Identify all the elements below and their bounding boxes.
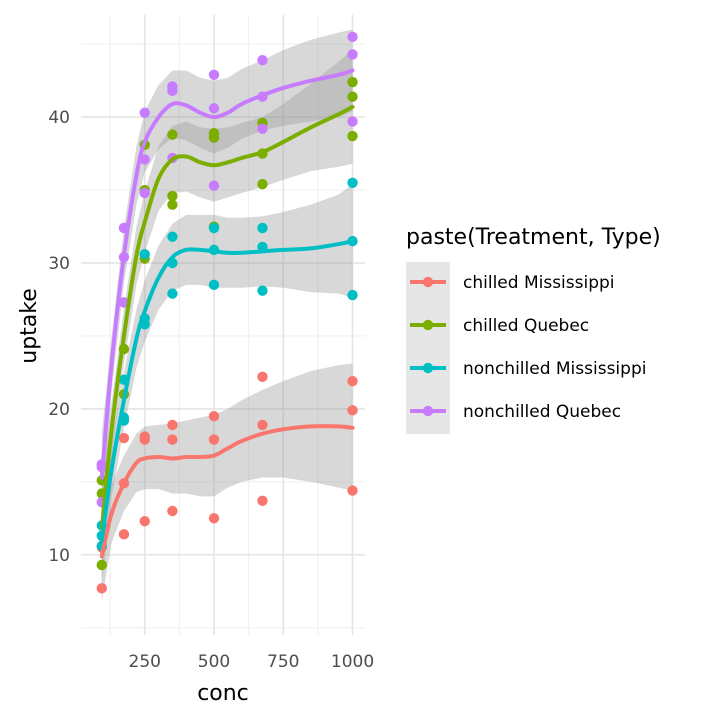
legend-key-point xyxy=(422,362,434,374)
point-nonchilled-mississippi xyxy=(167,231,178,242)
point-chilled-mississippi xyxy=(167,434,178,445)
x-axis-title: conc xyxy=(197,681,249,706)
point-nonchilled-mississippi xyxy=(347,177,358,188)
point-nonchilled-quebec xyxy=(167,81,178,92)
legend-key-background xyxy=(406,262,450,434)
y-tick-label: 10 xyxy=(48,546,70,566)
smooth-lines xyxy=(99,68,355,559)
point-chilled-quebec xyxy=(208,127,220,139)
line-chilled-quebec xyxy=(99,104,355,531)
confidence-bands xyxy=(101,29,353,602)
point-nonchilled-quebec xyxy=(347,31,358,43)
point-chilled-quebec xyxy=(347,130,358,142)
band-nonchilled-mississippi xyxy=(101,184,353,584)
x-tick-labels: 250 500 750 1000 xyxy=(129,652,375,672)
legend-label: nonchilled Mississippi xyxy=(463,359,646,379)
point-chilled-mississippi xyxy=(257,419,268,431)
point-chilled-mississippi xyxy=(208,513,220,524)
y-tick-label: 20 xyxy=(48,400,70,420)
point-nonchilled-quebec xyxy=(139,107,150,118)
point-nonchilled-mississippi xyxy=(139,249,150,260)
legend: paste(Treatment, Type) chilled Mississip… xyxy=(406,225,661,434)
x-tick-label: 750 xyxy=(267,652,299,672)
legend-label: chilled Quebec xyxy=(463,316,589,336)
point-chilled-mississippi xyxy=(96,583,107,594)
x-tick-label: 1000 xyxy=(331,652,374,672)
point-nonchilled-quebec xyxy=(208,180,220,191)
point-nonchilled-quebec xyxy=(257,123,268,134)
line-nonchilled-mississippi xyxy=(99,239,355,543)
point-chilled-quebec xyxy=(347,91,358,102)
point-chilled-mississippi xyxy=(347,375,358,387)
point-chilled-mississippi xyxy=(118,432,130,444)
y-tick-label: 30 xyxy=(48,254,70,274)
point-nonchilled-quebec xyxy=(208,69,220,81)
line-chilled-mississippi xyxy=(99,424,355,559)
point-nonchilled-mississippi xyxy=(208,222,220,234)
point-chilled-quebec xyxy=(167,129,178,140)
point-chilled-mississippi xyxy=(347,485,358,496)
point-chilled-mississippi xyxy=(118,529,130,540)
point-nonchilled-quebec xyxy=(208,103,220,114)
legend-key-point xyxy=(422,405,434,417)
point-nonchilled-mississippi xyxy=(257,222,268,234)
line-nonchilled-quebec xyxy=(99,68,355,480)
point-chilled-mississippi xyxy=(167,505,178,517)
point-nonchilled-mississippi xyxy=(257,285,268,296)
legend-key-point xyxy=(422,276,434,288)
point-nonchilled-quebec xyxy=(257,55,268,66)
point-chilled-mississippi xyxy=(139,431,150,442)
legend-items: chilled Mississippi chilled Quebec nonchil… xyxy=(410,273,646,422)
legend-label: chilled Mississippi xyxy=(463,273,615,293)
point-chilled-mississippi xyxy=(257,495,268,506)
point-chilled-mississippi xyxy=(208,410,220,422)
point-nonchilled-mississippi xyxy=(167,288,178,299)
point-chilled-quebec xyxy=(167,190,178,202)
x-tick-label: 500 xyxy=(198,652,230,672)
point-nonchilled-quebec xyxy=(347,116,358,127)
y-tick-labels: 10 20 30 40 xyxy=(48,108,70,566)
point-chilled-quebec xyxy=(347,76,358,88)
point-chilled-mississippi xyxy=(208,434,220,445)
legend-title: paste(Treatment, Type) xyxy=(406,225,661,250)
point-nonchilled-mississippi xyxy=(347,289,358,301)
point-chilled-mississippi xyxy=(139,516,150,527)
legend-key-point xyxy=(422,319,434,331)
y-tick-label: 40 xyxy=(48,108,70,128)
band-chilled-mississippi xyxy=(101,363,353,602)
point-chilled-quebec xyxy=(167,199,178,210)
point-chilled-mississippi xyxy=(347,405,358,416)
point-nonchilled-quebec xyxy=(139,187,150,199)
point-chilled-mississippi xyxy=(167,419,178,431)
point-chilled-mississippi xyxy=(257,371,268,382)
y-axis-title: uptake xyxy=(17,288,42,364)
legend-label: nonchilled Quebec xyxy=(463,402,621,422)
point-chilled-quebec xyxy=(96,559,107,571)
point-nonchilled-quebec xyxy=(347,49,358,60)
point-chilled-quebec xyxy=(257,179,268,190)
band-chilled-quebec xyxy=(101,50,353,573)
point-nonchilled-mississippi xyxy=(208,279,220,291)
x-tick-label: 250 xyxy=(129,652,161,672)
